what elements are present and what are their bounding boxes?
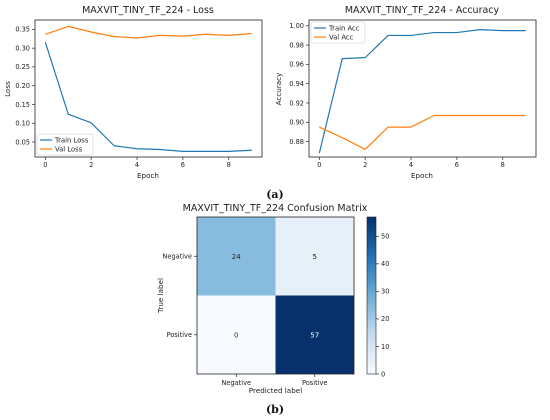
loss-x-tick-label: 6 bbox=[181, 161, 185, 169]
loss-series-val-loss-line bbox=[45, 25, 252, 39]
accuracy-x-tick-label: 6 bbox=[455, 161, 459, 169]
accuracy-series-val-acc-line bbox=[319, 114, 526, 150]
confusion-matrix-cell-value: 0 bbox=[234, 331, 238, 339]
loss-series-train-loss-line bbox=[44, 41, 252, 152]
colorbar bbox=[366, 216, 377, 375]
accuracy-y-tick-label: 1.00 bbox=[289, 22, 304, 30]
loss-chart: MAXVIT_TINY_TF_224 - Loss 0 2 4 6 8 0.05 0.10 0… bbox=[3, 5, 263, 180]
confusion-matrix-cell bbox=[275, 295, 354, 374]
confusion-matrix-title: MAXVIT_TINY_TF_224 Confusion Matrix bbox=[183, 203, 368, 214]
loss-y-tick-label: 0.10 bbox=[15, 120, 30, 128]
loss-x-tick-label: 2 bbox=[89, 161, 93, 169]
accuracy-legend-label-train: Train Acc bbox=[328, 25, 360, 33]
colorbar-tick-label: 0 bbox=[381, 370, 385, 378]
loss-x-axis-label: Epoch bbox=[137, 171, 159, 180]
accuracy-x-tick-label: 0 bbox=[317, 161, 321, 169]
confusion-matrix-cell bbox=[197, 295, 276, 374]
loss-x-tick-label: 0 bbox=[43, 161, 47, 169]
accuracy-y-tick-label: 0.96 bbox=[289, 61, 304, 69]
accuracy-x-tick-label: 8 bbox=[501, 161, 505, 169]
caption-b: (b) bbox=[266, 403, 284, 416]
accuracy-axes-frame bbox=[308, 19, 537, 158]
confusion-matrix-frame bbox=[196, 216, 355, 375]
confusion-matrix-x-tick-label: Positive bbox=[302, 379, 327, 387]
accuracy-x-tick-label: 2 bbox=[363, 161, 367, 169]
loss-x-tick-label: 4 bbox=[135, 161, 139, 169]
confusion-matrix-cell bbox=[197, 217, 276, 296]
confusion-matrix-y-axis-label: True label bbox=[156, 278, 165, 314]
accuracy-y-tick-label: 0.90 bbox=[289, 119, 304, 127]
loss-y-axis-label: Loss bbox=[3, 81, 12, 97]
loss-y-tick-label: 0.25 bbox=[15, 63, 30, 71]
accuracy-y-tick-label: 0.94 bbox=[289, 80, 304, 88]
confusion-matrix-x-tick-label: Negative bbox=[221, 379, 251, 387]
accuracy-x-tick-label: 4 bbox=[409, 161, 413, 169]
loss-axes-frame bbox=[34, 19, 263, 158]
caption-a: (a) bbox=[266, 188, 284, 201]
loss-y-tick-label: 0.35 bbox=[15, 26, 30, 34]
confusion-matrix-cell-value: 24 bbox=[232, 253, 241, 261]
colorbar-tick-label: 40 bbox=[381, 260, 389, 268]
confusion-matrix-y-tick-label: Negative bbox=[162, 253, 192, 261]
confusion-matrix-y-tick-label: Positive bbox=[167, 331, 192, 339]
colorbar-tick-label: 30 bbox=[381, 288, 389, 296]
colorbar-tick-label: 20 bbox=[381, 315, 389, 323]
loss-chart-title: MAXVIT_TINY_TF_224 - Loss bbox=[82, 5, 214, 16]
accuracy-chart: MAXVIT_TINY_TF_224 - Accuracy 0 2 4 6 8 0.88 0… bbox=[274, 5, 537, 180]
colorbar-tick-label: 50 bbox=[381, 233, 389, 241]
colorbar-tick-label: 10 bbox=[381, 343, 389, 351]
accuracy-legend: Train Acc Val Acc bbox=[310, 21, 366, 44]
confusion-matrix-x-axis-label: Predicted label bbox=[249, 386, 302, 395]
loss-y-tick-label: 0.30 bbox=[15, 44, 30, 52]
loss-y-tick-label: 0.15 bbox=[15, 101, 30, 109]
loss-legend-label-val: Val Loss bbox=[55, 146, 83, 154]
loss-legend-label-train: Train Loss bbox=[54, 137, 89, 145]
loss-legend-box bbox=[36, 133, 94, 156]
accuracy-series-train-acc-line bbox=[318, 29, 526, 154]
accuracy-legend-label-val: Val Acc bbox=[329, 34, 354, 42]
loss-legend: Train Loss Val Loss bbox=[36, 133, 94, 156]
loss-y-tick-label: 0.05 bbox=[15, 138, 30, 146]
confusion-matrix-chart: MAXVIT_TINY_TF_224 Confusion Matrix 24 50… bbox=[156, 203, 389, 395]
accuracy-legend-box bbox=[310, 21, 366, 44]
confusion-matrix-cell bbox=[275, 217, 354, 296]
confusion-matrix-cell-value: 57 bbox=[310, 331, 319, 339]
loss-y-tick-label: 0.20 bbox=[15, 82, 30, 90]
accuracy-y-axis-label: Accuracy bbox=[274, 72, 283, 106]
accuracy-x-axis-label: Epoch bbox=[411, 171, 433, 180]
accuracy-y-tick-label: 0.98 bbox=[289, 41, 304, 49]
confusion-matrix-cell-value: 5 bbox=[313, 253, 317, 261]
accuracy-y-tick-label: 0.88 bbox=[289, 138, 304, 146]
loss-x-tick-label: 8 bbox=[227, 161, 231, 169]
accuracy-y-tick-label: 0.92 bbox=[289, 99, 304, 107]
accuracy-chart-title: MAXVIT_TINY_TF_224 - Accuracy bbox=[345, 5, 500, 16]
